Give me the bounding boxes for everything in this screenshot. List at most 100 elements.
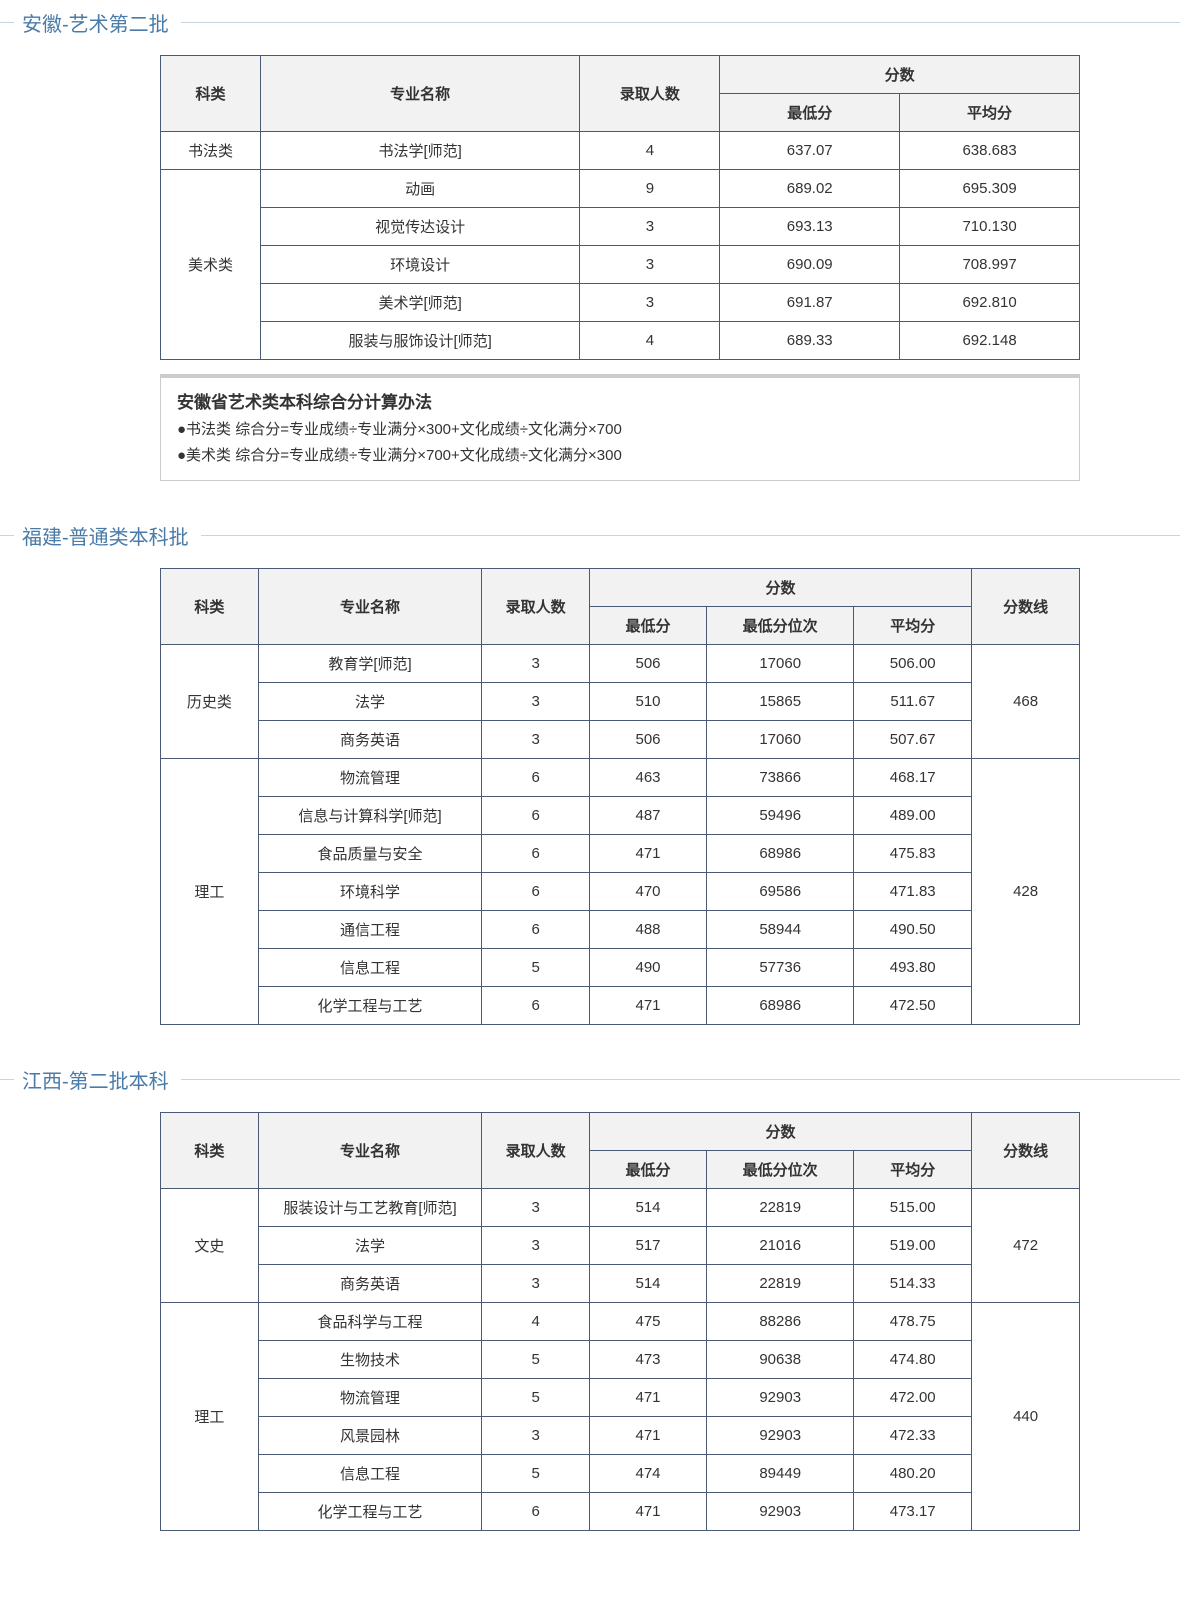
cell-category: 美术类 [161, 170, 261, 360]
th-min-rank: 最低分位次 [707, 607, 854, 645]
cell-avg: 480.20 [854, 1455, 972, 1493]
cell-min: 514 [589, 1189, 706, 1227]
table-row: 物流管理547192903472.00 [161, 1379, 1080, 1417]
cell-avg: 478.75 [854, 1303, 972, 1341]
th-min: 最低分 [589, 607, 706, 645]
cell-min: 475 [589, 1303, 706, 1341]
cell-count: 6 [482, 987, 589, 1025]
th-avg: 平均分 [854, 1151, 972, 1189]
cell-avg: 506.00 [854, 645, 972, 683]
cell-rank: 15865 [707, 683, 854, 721]
cell-major: 书法学[师范] [260, 132, 580, 170]
cell-count: 3 [482, 1417, 589, 1455]
cell-min: 471 [589, 1417, 706, 1455]
th-admitted: 录取人数 [482, 1113, 589, 1189]
table-row: 法学351721016519.00 [161, 1227, 1080, 1265]
cell-line: 472 [972, 1189, 1080, 1303]
cell-min: 488 [589, 911, 706, 949]
cell-category: 理工 [161, 759, 259, 1025]
th-avg: 平均分 [900, 94, 1080, 132]
table-row: 商务英语350617060507.67 [161, 721, 1080, 759]
cell-major: 食品科学与工程 [258, 1303, 482, 1341]
th-line: 分数线 [972, 569, 1080, 645]
th-score: 分数 [589, 1113, 971, 1151]
cell-major: 法学 [258, 683, 482, 721]
header-row: 科类专业名称录取人数分数 [161, 56, 1080, 94]
section-title-text: 安徽-艺术第二批 [22, 8, 169, 37]
section: 福建-普通类本科批科类专业名称录取人数分数分数线最低分最低分位次平均分历史类教育… [0, 521, 1180, 1025]
cell-count: 4 [580, 132, 720, 170]
table-row: 化学工程与工艺647168986472.50 [161, 987, 1080, 1025]
note-title: 安徽省艺术类本科综合分计算办法 [177, 388, 1063, 413]
section-title: 江西-第二批本科 [0, 1065, 1180, 1094]
cell-category: 书法类 [161, 132, 261, 170]
th-admitted: 录取人数 [580, 56, 720, 132]
th-min: 最低分 [720, 94, 900, 132]
table-row: 法学351015865511.67 [161, 683, 1080, 721]
cell-major: 法学 [258, 1227, 482, 1265]
title-dash-left [0, 535, 14, 536]
note-line: ●书法类 综合分=专业成绩÷专业满分×300+文化成绩÷文化满分×700 [177, 417, 1063, 443]
table-row: 化学工程与工艺647192903473.17 [161, 1493, 1080, 1531]
cell-min: 463 [589, 759, 706, 797]
section-title: 福建-普通类本科批 [0, 521, 1180, 550]
admission-table: 科类专业名称录取人数分数分数线最低分最低分位次平均分文史服装设计与工艺教育[师范… [160, 1112, 1080, 1531]
cell-major: 食品质量与安全 [258, 835, 482, 873]
cell-line: 440 [972, 1303, 1080, 1531]
cell-count: 6 [482, 911, 589, 949]
section-title-text: 江西-第二批本科 [22, 1065, 169, 1094]
cell-avg: 489.00 [854, 797, 972, 835]
table-wrap: 科类专业名称录取人数分数分数线最低分最低分位次平均分历史类教育学[师范]3506… [0, 568, 1180, 1025]
cell-rank: 90638 [707, 1341, 854, 1379]
section: 安徽-艺术第二批科类专业名称录取人数分数最低分平均分书法类书法学[师范]4637… [0, 8, 1180, 481]
table-row: 商务英语351422819514.33 [161, 1265, 1080, 1303]
th-category: 科类 [161, 56, 261, 132]
cell-major: 通信工程 [258, 911, 482, 949]
th-score: 分数 [720, 56, 1080, 94]
cell-count: 3 [482, 645, 589, 683]
cell-avg: 472.33 [854, 1417, 972, 1455]
header-row: 科类专业名称录取人数分数分数线 [161, 1113, 1080, 1151]
cell-min: 510 [589, 683, 706, 721]
cell-category: 历史类 [161, 645, 259, 759]
cell-rank: 92903 [707, 1417, 854, 1455]
cell-count: 3 [482, 683, 589, 721]
cell-count: 4 [580, 322, 720, 360]
th-admitted: 录取人数 [482, 569, 589, 645]
cell-rank: 92903 [707, 1379, 854, 1417]
cell-avg: 471.83 [854, 873, 972, 911]
cell-rank: 68986 [707, 835, 854, 873]
cell-rank: 89449 [707, 1455, 854, 1493]
cell-min: 471 [589, 987, 706, 1025]
cell-avg: 468.17 [854, 759, 972, 797]
cell-min: 690.09 [720, 246, 900, 284]
table-wrap: 科类专业名称录取人数分数分数线最低分最低分位次平均分文史服装设计与工艺教育[师范… [0, 1112, 1180, 1531]
cell-major: 美术学[师范] [260, 284, 580, 322]
th-line: 分数线 [972, 1113, 1080, 1189]
table-row: 环境设计3690.09708.997 [161, 246, 1080, 284]
cell-major: 生物技术 [258, 1341, 482, 1379]
cell-count: 3 [580, 246, 720, 284]
title-dash-left [0, 1079, 14, 1080]
th-min: 最低分 [589, 1151, 706, 1189]
cell-min: 471 [589, 1493, 706, 1531]
th-category: 科类 [161, 1113, 259, 1189]
cell-rank: 58944 [707, 911, 854, 949]
cell-avg: 519.00 [854, 1227, 972, 1265]
table-wrap: 科类专业名称录取人数分数最低分平均分书法类书法学[师范]4637.07638.6… [0, 55, 1180, 481]
table-row: 信息与计算科学[师范]648759496489.00 [161, 797, 1080, 835]
cell-min: 517 [589, 1227, 706, 1265]
cell-avg: 708.997 [900, 246, 1080, 284]
cell-count: 6 [482, 835, 589, 873]
cell-count: 3 [580, 284, 720, 322]
note-line: ●美术类 综合分=专业成绩÷专业满分×700+文化成绩÷文化满分×300 [177, 443, 1063, 469]
cell-avg: 507.67 [854, 721, 972, 759]
section-title: 安徽-艺术第二批 [0, 8, 1180, 37]
cell-major: 物流管理 [258, 759, 482, 797]
cell-avg: 692.810 [900, 284, 1080, 322]
th-major: 专业名称 [258, 1113, 482, 1189]
cell-avg: 473.17 [854, 1493, 972, 1531]
cell-rank: 22819 [707, 1265, 854, 1303]
title-line-right [181, 22, 1180, 23]
th-avg: 平均分 [854, 607, 972, 645]
